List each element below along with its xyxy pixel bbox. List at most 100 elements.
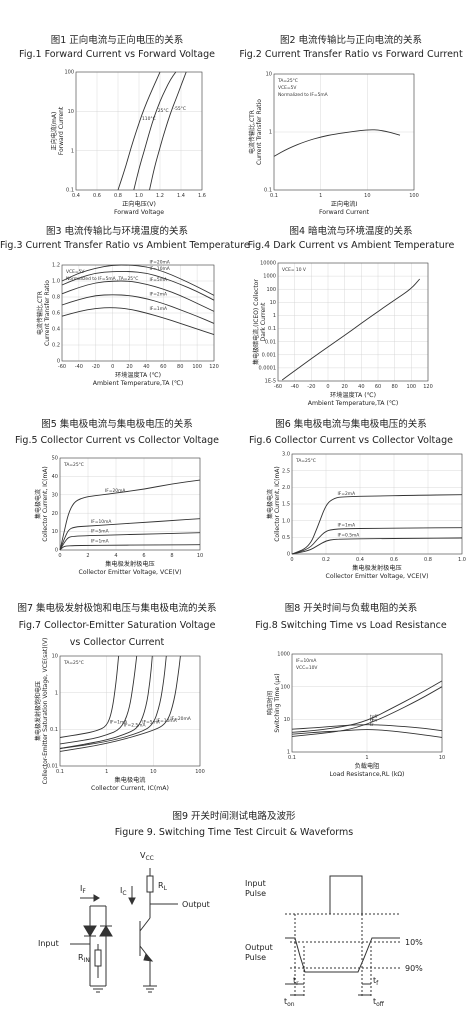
- fig7-xtick: 1: [105, 769, 108, 775]
- fig1-xtick: 0.6: [93, 193, 101, 199]
- fig3-series-label: IF=2mA: [149, 292, 167, 298]
- fig8-xlabel: Load Resistance,RL (kΩ): [330, 771, 405, 778]
- ton-label: ton: [284, 997, 295, 1008]
- fig6-title-cn: 图6 集电极电流与集电极电压的关系: [275, 419, 427, 430]
- fig8-title-cn: 图8 开关时间与负载电阻的关系: [284, 603, 418, 614]
- fig4-title: Fig.4 Dark Current vs Ambient Temperatur…: [247, 240, 455, 251]
- fig1-ytick: 100: [64, 70, 74, 76]
- fig6-annotation: TA=25°C: [295, 458, 316, 464]
- fig2-annotation: TA=25°C: [277, 78, 298, 84]
- fig2-xtick: 100: [409, 193, 419, 199]
- fig3-series-label: IF=5mA: [149, 277, 167, 283]
- fig2-ytick: 0.1: [264, 188, 272, 194]
- fig3-ytick: 0.2: [52, 343, 60, 349]
- fig3-series-line: [61, 264, 215, 296]
- fig1-title-cn: 图1 正向电流与正向电压的关系: [50, 35, 184, 46]
- fig6-xlabel-cn: 集电极发射极电压: [352, 564, 402, 572]
- fig7-title: Fig.7 Collector-Emitter Saturation Volta…: [18, 620, 216, 631]
- fig5-ytick: 30: [52, 492, 58, 498]
- fig5-frame: [59, 457, 201, 551]
- fig5-xlabel-cn: 集电极发射极电压: [105, 560, 155, 568]
- ic-label: IC: [120, 886, 127, 897]
- fig2-ytick: 1: [269, 130, 272, 136]
- fig5-ytick: 20: [52, 511, 58, 517]
- fig5-annotation: TA=25°C: [63, 462, 84, 468]
- fig8-annotation: IF=10mA: [296, 658, 316, 664]
- fig6-chart: 0 0.2 0.4 0.6 0.8 1.0 0 0.5 1.0 1.5 2.0 2.5 3.0 IF=2m…: [266, 452, 466, 580]
- fig6-xtick: 1.0: [458, 557, 466, 563]
- fig2-xtick: 1: [319, 193, 322, 199]
- rin-label: RIN: [78, 953, 90, 964]
- fig4-xtick: -20: [307, 384, 315, 390]
- fig3-series-label: IF=1mA: [149, 306, 167, 312]
- fig6-ytick: 2.5: [282, 468, 290, 474]
- fig2-xtick: 0.1: [270, 193, 278, 199]
- fig8-series-label: ton: [370, 717, 377, 723]
- fig5-title: Fig.5 Collector Current vs Collector Vol…: [15, 435, 219, 446]
- fig7-xtick: 0.1: [56, 769, 64, 775]
- fig8-xtick: 10: [439, 755, 445, 761]
- fig6-ytick: 0: [287, 552, 290, 558]
- fig4-ytick: 1: [273, 313, 276, 319]
- fig5-chart: 0 2 4 6 8 10 0 10 20 30 40 50 IF=20mA IF=10mA IF=5mA IF…: [34, 456, 203, 576]
- fig3-ytick: 0: [57, 359, 60, 365]
- fig6-ylabel: Collector Current, IC(mA): [274, 466, 281, 542]
- fig8-series-line: [291, 724, 443, 732]
- fig4-series-line: [281, 278, 421, 381]
- fig3-xtick: -20: [92, 364, 100, 370]
- fig2-ytick: 10: [266, 72, 272, 78]
- fig5-series-line: [59, 479, 201, 551]
- fig5-xtick: 4: [114, 553, 117, 559]
- fig3-title: Fig.3 Current Transfer Ratio vs Ambient …: [0, 240, 250, 251]
- fig8-ylabel: Switching Time (μs): [274, 673, 281, 732]
- fig3-series-line: [61, 270, 215, 301]
- fig6-xtick: 0.2: [322, 557, 330, 563]
- fig3-xtick: 60: [160, 364, 166, 370]
- fig5-ytick: 0: [55, 548, 58, 554]
- fig5-series-label: IF=5mA: [91, 529, 109, 535]
- fig1-series-line: [133, 71, 177, 191]
- fig4-xtick: 0: [326, 384, 329, 390]
- fig6-ylabel-cn: 集电极电流: [266, 489, 274, 519]
- fig7-title-cn: 图7 集电极发射极饱和电压与集电极电流的关系: [17, 603, 217, 614]
- tr-label: tr: [293, 976, 299, 987]
- fig4-xtick: 60: [375, 384, 381, 390]
- fig8-series-line: [291, 680, 443, 733]
- fig3-annotation: Normalized to IF=5mA ,TA=25°C: [66, 276, 138, 282]
- fig6-frame: [291, 453, 463, 555]
- fig4-xtick: 20: [341, 384, 347, 390]
- fig8-series-label: toff: [370, 714, 378, 720]
- fig7-ytick: 0.01: [47, 764, 58, 770]
- fig7-panel: 图7 集电极发射极饱和电压与集电极电流的关系 Fig.7 Collector-E…: [0, 602, 234, 807]
- fig3-xtick: 120: [209, 364, 219, 370]
- fig4-xlabel-cn: 环境温度TA (℃): [330, 391, 376, 399]
- fig7-series-line: [59, 655, 138, 745]
- fig6-series-label: IF=1mA: [338, 522, 356, 528]
- fig1-xtick: 0.8: [114, 193, 122, 199]
- fig9-circuit: VCC RL IC IF RIN Input Output Input Puls…: [38, 851, 423, 1008]
- fig1-ytick: 1: [71, 148, 74, 154]
- output-label: Output: [182, 900, 210, 909]
- fig1-xtick: 1.0: [135, 193, 143, 199]
- fig8-chart: 0.1 1 101101001000tofftftontrIF=10mAVCC=10…: [266, 652, 445, 778]
- fig6-ytick: 2.0: [282, 485, 290, 491]
- fig1-series-line: [149, 71, 187, 191]
- fig3-xtick: -40: [75, 364, 83, 370]
- fig5-xtick: 0: [58, 553, 61, 559]
- fig4-ylabel: Dark Current: [260, 302, 267, 341]
- fig3-frame: [61, 264, 215, 362]
- fig3-title-cn: 图3 电流传输比与环境温度的关系: [45, 226, 189, 237]
- fig5-title-cn: 图5 集电极电流与集电极电压的关系: [41, 419, 193, 430]
- fig3-series-line: [61, 294, 215, 324]
- fig2-title: Fig.2 Current Transfer Ratio vs Forward …: [239, 49, 463, 60]
- fig4-frame: [277, 262, 429, 382]
- fig4-xtick: -40: [291, 384, 299, 390]
- fig1-ylabel: Forward Current: [58, 106, 65, 155]
- fig4-title-cn: 图4 暗电流与环境温度的关系: [289, 226, 413, 237]
- fig7-series-line: [59, 655, 167, 749]
- fig5-xlabel: Collector Emitter Voltage, VCE(V): [79, 569, 182, 576]
- fig7-series-label: IF=5mA: [142, 719, 160, 725]
- fig4-xtick: 80: [391, 384, 397, 390]
- fig6-title: Fig.6 Collector Current vs Collector Vol…: [249, 435, 453, 446]
